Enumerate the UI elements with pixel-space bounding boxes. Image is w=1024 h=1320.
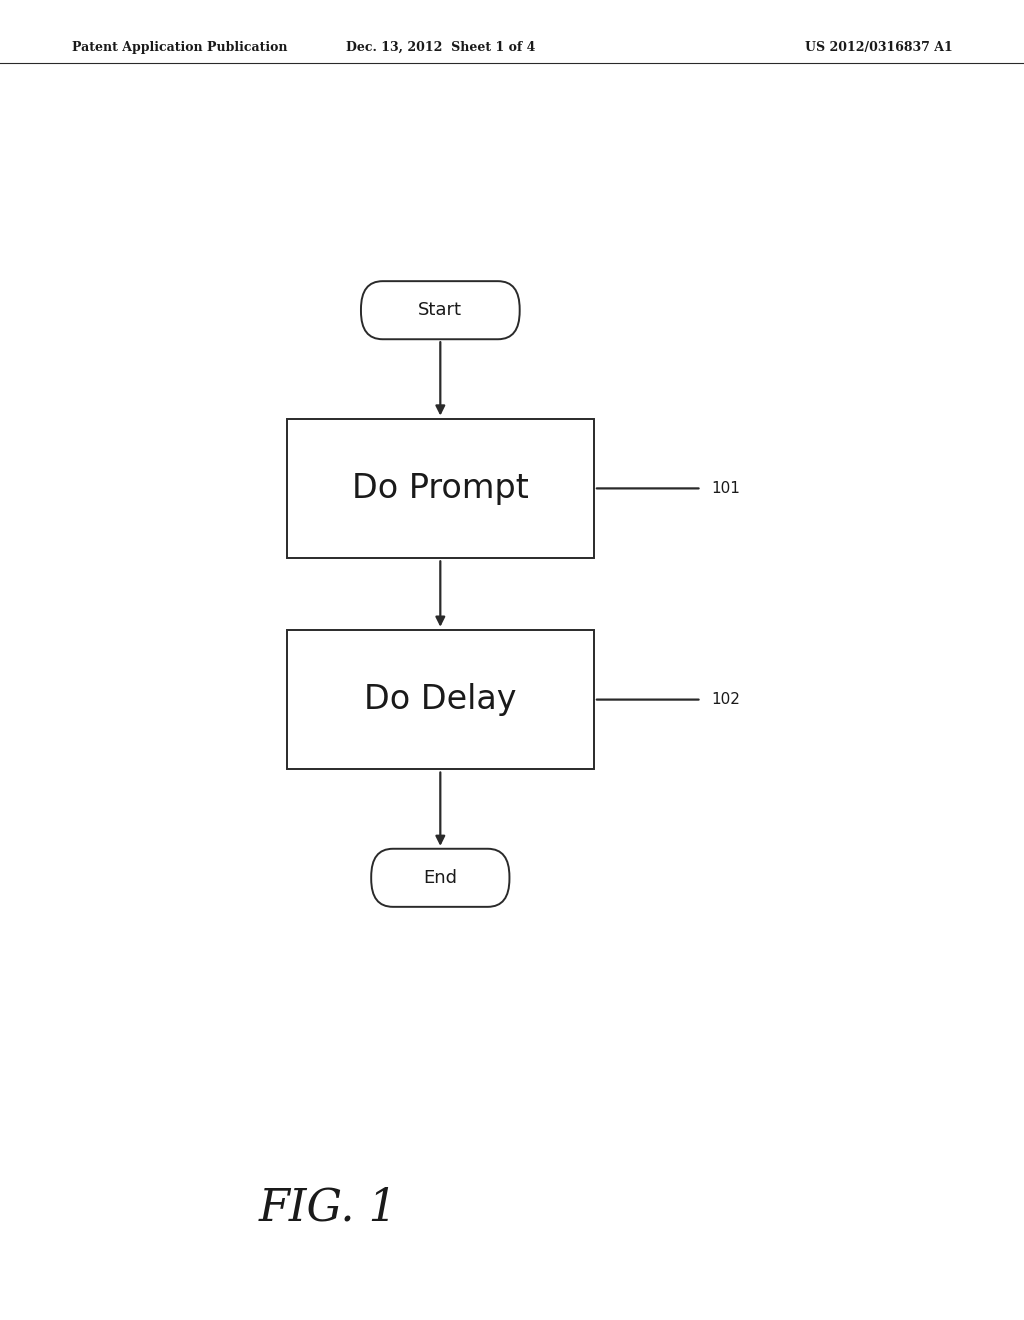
Text: US 2012/0316837 A1: US 2012/0316837 A1	[805, 41, 952, 54]
Text: Patent Application Publication: Patent Application Publication	[72, 41, 287, 54]
Text: Dec. 13, 2012  Sheet 1 of 4: Dec. 13, 2012 Sheet 1 of 4	[346, 41, 535, 54]
Bar	[287, 418, 594, 557]
FancyBboxPatch shape	[360, 281, 519, 339]
Text: Start: Start	[419, 301, 462, 319]
Text: 102: 102	[712, 692, 740, 708]
Bar	[287, 630, 594, 768]
Text: Do Delay: Do Delay	[365, 684, 516, 715]
FancyBboxPatch shape	[371, 849, 510, 907]
Text: End: End	[423, 869, 458, 887]
Text: 101: 101	[712, 480, 740, 496]
Text: FIG. 1: FIG. 1	[258, 1187, 397, 1229]
Text: Do Prompt: Do Prompt	[352, 471, 528, 504]
